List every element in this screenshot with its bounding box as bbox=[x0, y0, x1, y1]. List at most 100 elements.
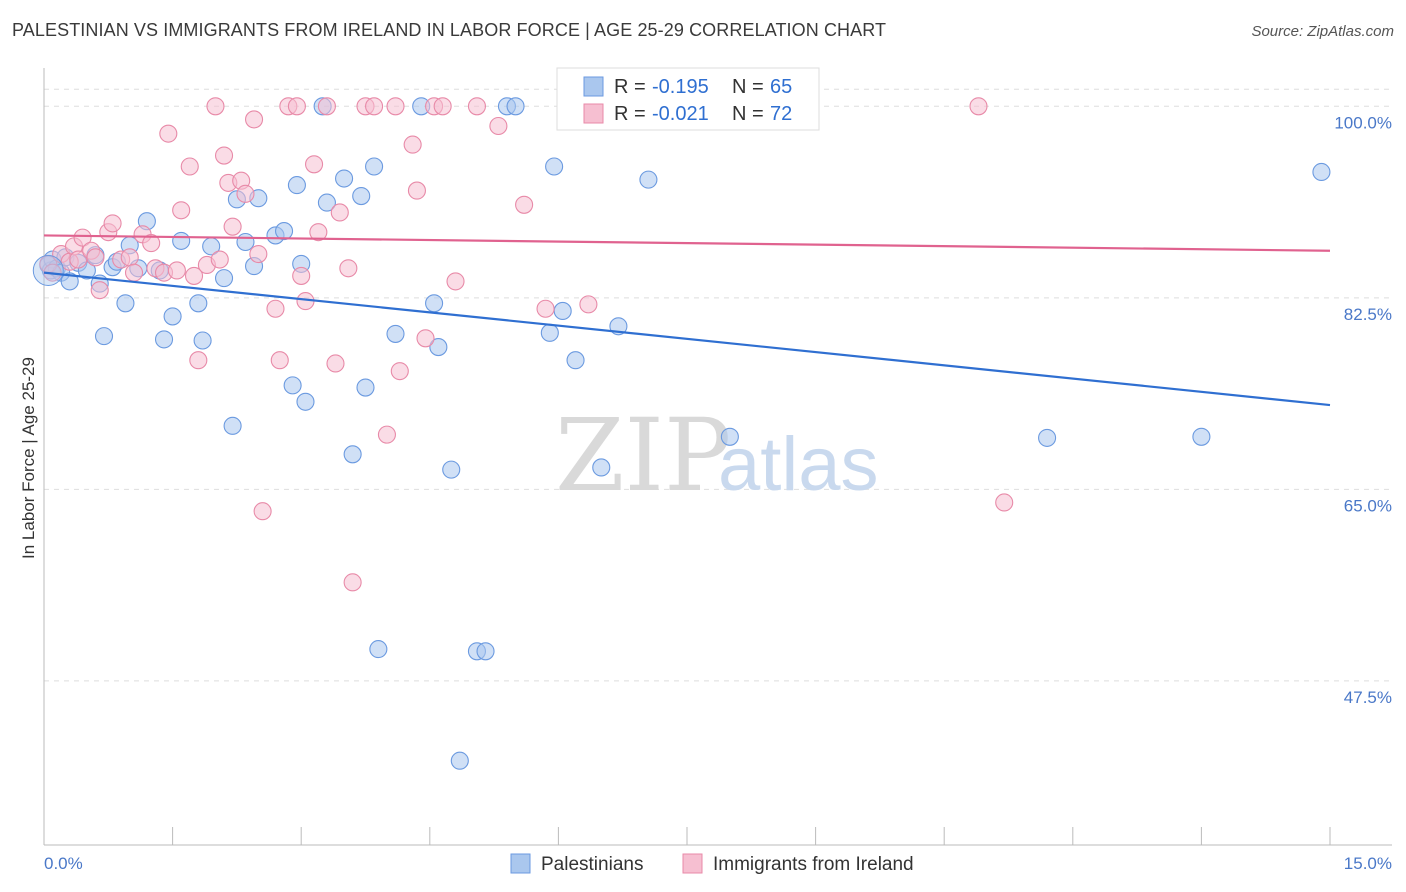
point-ireland bbox=[189, 351, 208, 370]
point-ireland bbox=[403, 135, 422, 154]
point-palestinians bbox=[442, 460, 461, 479]
point-ireland bbox=[287, 97, 306, 116]
stats-legend-r-value-2: -0.021 bbox=[652, 103, 709, 125]
point-ireland bbox=[120, 248, 139, 267]
point-palestinians bbox=[476, 642, 495, 661]
point-palestinians bbox=[236, 232, 255, 252]
point-ireland bbox=[244, 110, 264, 129]
point-ireland bbox=[515, 195, 534, 214]
point-palestinians bbox=[365, 157, 384, 176]
watermark-atlas: atlas bbox=[718, 422, 879, 507]
point-ireland bbox=[326, 354, 345, 373]
point-ireland bbox=[416, 329, 435, 348]
point-palestinians bbox=[335, 169, 354, 188]
point-ireland bbox=[330, 203, 349, 222]
y-tick-label: 47.5% bbox=[1344, 688, 1392, 707]
point-ireland bbox=[292, 266, 311, 285]
point-palestinians bbox=[386, 324, 405, 343]
point-ireland bbox=[210, 250, 229, 269]
series-legend-swatch-palestinians bbox=[510, 853, 531, 874]
point-palestinians bbox=[317, 193, 336, 212]
point-palestinians bbox=[60, 272, 79, 291]
point-ireland bbox=[343, 573, 362, 592]
point-ireland bbox=[467, 97, 487, 116]
point-ireland bbox=[159, 124, 178, 143]
point-ireland bbox=[214, 146, 234, 165]
point-ireland bbox=[377, 425, 396, 444]
point-ireland bbox=[236, 184, 255, 203]
point-ireland bbox=[73, 228, 92, 247]
x-tick-label-min: 0.0% bbox=[44, 854, 83, 873]
point-ireland bbox=[167, 261, 186, 280]
point-palestinians bbox=[275, 222, 294, 241]
point-palestinians bbox=[639, 170, 658, 189]
stats-legend-r-label-1: R = bbox=[614, 76, 646, 98]
series-legend-label-ireland: Immigrants from Ireland bbox=[713, 854, 914, 875]
point-ireland bbox=[390, 362, 409, 381]
point-palestinians bbox=[1312, 162, 1331, 182]
point-ireland bbox=[305, 155, 324, 174]
point-ireland bbox=[253, 502, 272, 521]
stats-legend-r-value-1: -0.195 bbox=[652, 76, 709, 98]
point-palestinians bbox=[429, 338, 448, 357]
watermark-zip: ZIP bbox=[555, 397, 731, 514]
y-tick-label: 65.0% bbox=[1344, 496, 1392, 515]
point-ireland bbox=[86, 248, 105, 267]
point-ireland bbox=[180, 157, 199, 176]
watermark: ZIP atlas bbox=[555, 397, 879, 514]
point-palestinians bbox=[352, 186, 371, 206]
trend-line-palestinians bbox=[43, 271, 1331, 407]
trend-line-ireland bbox=[43, 234, 1331, 252]
point-ireland bbox=[142, 234, 161, 253]
point-palestinians bbox=[172, 231, 191, 250]
point-palestinians bbox=[189, 294, 208, 313]
point-palestinians bbox=[566, 351, 585, 370]
scatter-points bbox=[32, 97, 1331, 770]
point-palestinians bbox=[214, 269, 234, 288]
point-ireland bbox=[489, 116, 508, 136]
x-tick-label-max: 15.0% bbox=[1344, 854, 1392, 873]
point-palestinians bbox=[94, 327, 114, 346]
stats-legend-n-label-1: N = bbox=[732, 76, 764, 98]
point-ireland bbox=[206, 97, 225, 116]
point-palestinians bbox=[720, 427, 739, 446]
y-axis-title: In Labor Force | Age 25-29 bbox=[19, 357, 38, 559]
point-palestinians bbox=[369, 640, 388, 659]
point-palestinians bbox=[296, 392, 315, 411]
stats-legend-swatch-1 bbox=[583, 76, 604, 97]
point-ireland bbox=[579, 295, 598, 314]
point-ireland bbox=[223, 217, 242, 236]
stats-legend-n-value-1: 65 bbox=[770, 76, 792, 98]
point-palestinians bbox=[553, 301, 572, 320]
point-palestinians bbox=[1038, 428, 1057, 447]
series-legend-swatch-ireland bbox=[682, 853, 703, 874]
point-ireland bbox=[317, 97, 336, 116]
stats-legend: R = -0.195 N = 65 R = -0.021 N = 72 bbox=[556, 67, 820, 131]
point-ireland bbox=[995, 493, 1014, 512]
point-ireland bbox=[124, 263, 144, 282]
point-palestinians bbox=[343, 445, 362, 464]
point-palestinians bbox=[116, 294, 135, 313]
point-palestinians bbox=[506, 97, 525, 116]
point-ireland bbox=[365, 97, 384, 116]
series-legend-label-palestinians: Palestinians bbox=[541, 854, 643, 875]
point-ireland bbox=[184, 266, 204, 285]
point-ireland bbox=[90, 281, 109, 300]
point-ireland bbox=[266, 299, 285, 318]
stats-legend-r-label-2: R = bbox=[614, 103, 646, 125]
stats-legend-n-value-2: 72 bbox=[770, 103, 792, 125]
y-tick-labels: 100.0% 82.5% 65.0% 47.5% bbox=[1334, 113, 1392, 707]
point-ireland bbox=[407, 181, 426, 200]
point-palestinians bbox=[450, 751, 469, 770]
point-ireland bbox=[969, 97, 988, 116]
point-palestinians bbox=[425, 294, 444, 313]
point-ireland bbox=[172, 201, 191, 220]
point-cluster-palestinians bbox=[32, 254, 64, 286]
point-palestinians bbox=[592, 458, 611, 477]
point-ireland bbox=[446, 272, 465, 291]
point-palestinians bbox=[163, 307, 182, 326]
point-palestinians bbox=[193, 331, 212, 350]
point-palestinians bbox=[287, 176, 306, 195]
point-ireland bbox=[103, 214, 122, 233]
chart-title: PALESTINIAN VS IMMIGRANTS FROM IRELAND I… bbox=[12, 20, 887, 40]
